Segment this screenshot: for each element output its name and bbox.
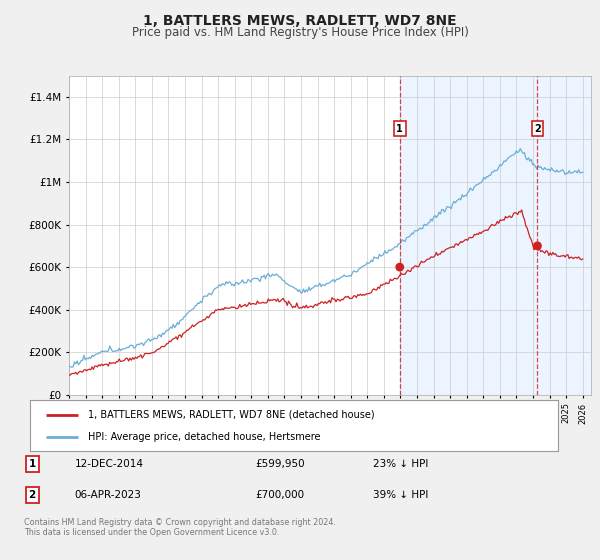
- Text: £599,950: £599,950: [255, 459, 305, 469]
- Text: 1, BATTLERS MEWS, RADLETT, WD7 8NE (detached house): 1, BATTLERS MEWS, RADLETT, WD7 8NE (deta…: [88, 409, 375, 419]
- Text: 06-APR-2023: 06-APR-2023: [74, 490, 141, 500]
- Text: Contains HM Land Registry data © Crown copyright and database right 2024.
This d: Contains HM Land Registry data © Crown c…: [24, 518, 336, 538]
- Text: 1, BATTLERS MEWS, RADLETT, WD7 8NE: 1, BATTLERS MEWS, RADLETT, WD7 8NE: [143, 14, 457, 28]
- Text: 2: 2: [534, 124, 541, 134]
- Text: £700,000: £700,000: [255, 490, 304, 500]
- Text: HPI: Average price, detached house, Hertsmere: HPI: Average price, detached house, Hert…: [88, 432, 320, 442]
- Text: 1: 1: [397, 124, 403, 134]
- Text: 39% ↓ HPI: 39% ↓ HPI: [373, 490, 428, 500]
- Text: 1: 1: [28, 459, 36, 469]
- Point: [395, 263, 404, 272]
- Text: 12-DEC-2014: 12-DEC-2014: [74, 459, 143, 469]
- Bar: [400, 76, 591, 395]
- Point: [533, 241, 542, 250]
- Text: Price paid vs. HM Land Registry's House Price Index (HPI): Price paid vs. HM Land Registry's House …: [131, 26, 469, 39]
- Text: 2: 2: [28, 490, 36, 500]
- Text: 23% ↓ HPI: 23% ↓ HPI: [373, 459, 428, 469]
